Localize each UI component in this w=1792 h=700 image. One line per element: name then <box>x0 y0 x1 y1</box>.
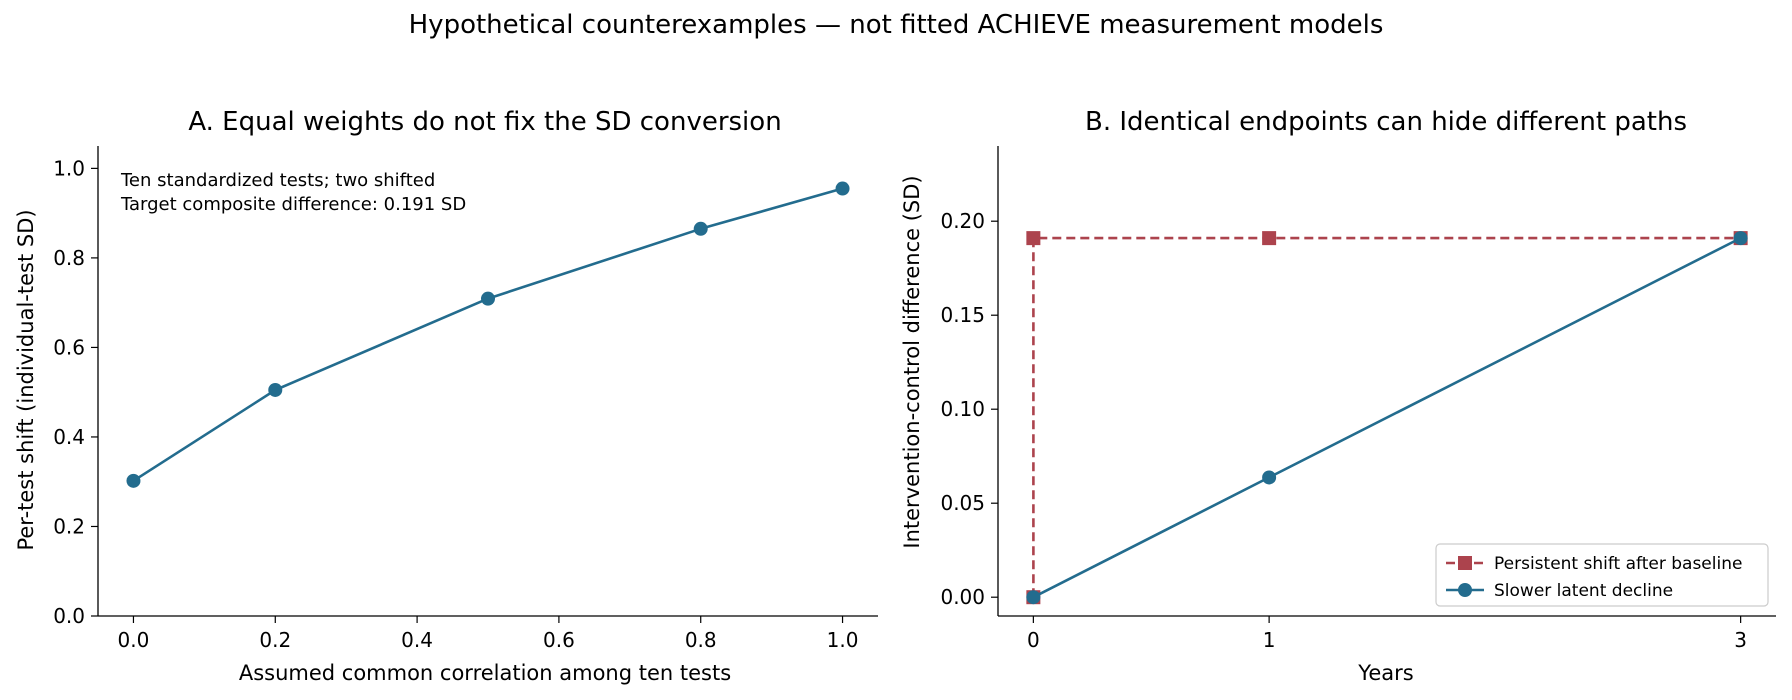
panel-a-y-tick-label: 0.4 <box>53 425 85 449</box>
panel-b-legend: Persistent shift after baseline Slower la… <box>1435 543 1769 607</box>
panel-a-y-tick-label: 0.8 <box>53 246 85 270</box>
panel-a-x-tick-label: 1.0 <box>827 628 859 652</box>
panel-a-xlabel: Assumed common correlation among ten tes… <box>238 661 732 685</box>
panel-a-series-0-line <box>132 187 843 482</box>
panel-b-x-tick-label: 1 <box>1263 628 1276 652</box>
legend-frame <box>1435 543 1769 607</box>
panel-b-x-tick-label: 3 <box>1734 628 1747 652</box>
panel-a-series-0-point <box>835 181 850 196</box>
panel-a-x-tick-label: 0.4 <box>401 628 433 652</box>
panel-a-x-tick-label: 0.2 <box>259 628 291 652</box>
panel-b-xlabel: Years <box>1358 661 1414 685</box>
legend-swatch-marker <box>1458 583 1472 597</box>
panel-a-series-0-point <box>481 291 495 306</box>
panel-b-y-tick-label: 0.20 <box>940 209 985 233</box>
panel-b-series-0-point <box>1262 231 1277 246</box>
figure-title: Hypothetical counterexamples — not fitte… <box>408 10 1384 40</box>
legend-entry-label: Slower latent decline <box>1494 581 1673 601</box>
panel-a-y-tick-label: 0.0 <box>53 604 85 628</box>
panel-b-series-1-point <box>1262 470 1277 485</box>
legend-swatch-marker <box>1458 556 1472 570</box>
panel-a-x-tick-label: 0.6 <box>543 628 575 652</box>
panel-b-y-tick-label: 0.05 <box>940 491 985 515</box>
legend-entry-label: Persistent shift after baseline <box>1494 554 1742 574</box>
panel-b-series-1-point <box>1733 231 1748 246</box>
panel-b-y-tick-label: 0.10 <box>940 397 985 421</box>
panel-b-series-1-line <box>1032 236 1742 599</box>
panel-a-x-tick-label: 0.8 <box>685 628 717 652</box>
panel-a-series-0-point <box>693 221 708 236</box>
panel-b-series-1-point <box>1026 590 1041 605</box>
panel-b-x-tick-label: 0 <box>1027 628 1040 652</box>
panel-a-annotation: Target composite difference: 0.191 SD <box>120 194 466 215</box>
panel-a-y-tick-label: 0.6 <box>53 335 85 359</box>
panel-a-title: A. Equal weights do not fix the SD conve… <box>188 107 782 137</box>
panel-a-y-tick-label: 0.2 <box>53 514 85 538</box>
panel-a-annotation: Ten standardized tests; two shifted <box>120 170 435 191</box>
panel-a-series-0-point <box>126 473 141 488</box>
panel-b-y-tick-label: 0.00 <box>940 585 985 609</box>
panel-b-series-0-line <box>1032 236 1741 598</box>
panel-a-series-0-point <box>268 382 283 397</box>
panel-b-series-0-point <box>1026 231 1041 246</box>
panel-a-y-tick-label: 1.0 <box>53 156 85 180</box>
panel-a-x-tick-label: 0.0 <box>118 628 150 652</box>
panel-b-y-tick-label: 0.15 <box>940 303 985 327</box>
panel-b-title: B. Identical endpoints can hide differen… <box>1084 107 1688 137</box>
